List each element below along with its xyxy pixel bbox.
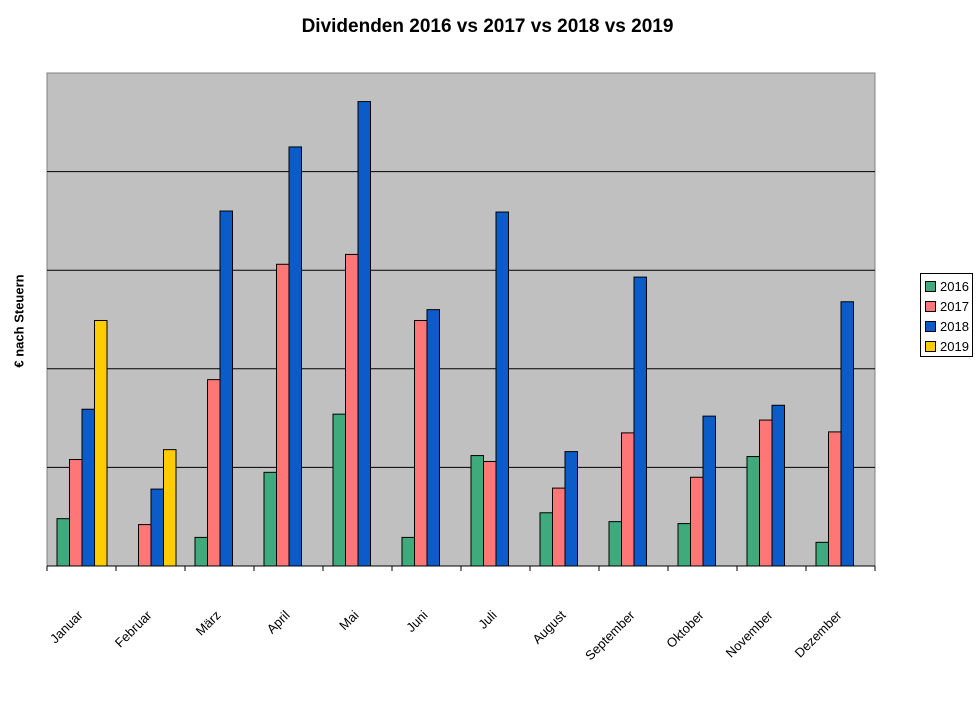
- legend-item-2016: 2016: [925, 276, 972, 296]
- x-tick-label: April: [264, 607, 293, 636]
- plot-area: [46, 72, 876, 567]
- bar-2018-August: [564, 451, 578, 567]
- legend-swatch-2019: [925, 340, 936, 352]
- bar-2017-Mai: [345, 253, 359, 567]
- bar-2016-Mai: [332, 413, 346, 567]
- bar-2018-September: [633, 276, 647, 567]
- bar-2016-Juli: [470, 455, 484, 567]
- bar-2017-Februar: [138, 524, 152, 567]
- bar-2018-November: [771, 404, 785, 567]
- legend-label-2017: 2017: [940, 298, 969, 314]
- x-tick-label: Mai: [336, 607, 361, 632]
- bar-2016-Januar: [56, 518, 70, 567]
- bar-2016-August: [539, 512, 553, 567]
- bar-2017-Juni: [414, 319, 428, 567]
- chart-title: Dividenden 2016 vs 2017 vs 2018 vs 2019: [301, 16, 674, 37]
- bar-2016-November: [746, 456, 760, 567]
- bar-2018-Juni: [426, 309, 440, 567]
- x-tick-label: November: [723, 607, 776, 660]
- legend-item-2017: 2017: [925, 296, 972, 316]
- bar-2018-Mai: [357, 101, 371, 567]
- legend-item-2018: 2018: [925, 316, 972, 336]
- bar-2016-September: [608, 521, 622, 567]
- legend-label-2019: 2019: [940, 338, 969, 354]
- bar-2016-Juni: [401, 536, 415, 567]
- legend-item-2019: 2019: [925, 336, 972, 356]
- bar-2018-Dezember: [840, 301, 854, 567]
- bar-2016-April: [263, 471, 277, 567]
- bar-2018-Februar: [150, 488, 164, 567]
- bar-2017-Januar: [69, 459, 83, 567]
- legend-swatch-2016: [925, 280, 936, 292]
- x-tick-label: Oktober: [663, 607, 707, 651]
- bar-2017-Juli: [483, 460, 497, 567]
- bar-2017-Oktober: [690, 476, 704, 567]
- x-tick-label: Juli: [475, 607, 499, 631]
- x-tick-label: Juni: [403, 607, 431, 635]
- legend: 2016 2017 2018 2019: [920, 273, 973, 357]
- bar-2017-September: [621, 432, 635, 567]
- x-tick-label: August: [529, 607, 568, 646]
- bar-2018-Januar: [81, 408, 95, 567]
- bar-2016-Dezember: [815, 541, 829, 567]
- legend-label-2016: 2016: [940, 278, 969, 294]
- bar-2018-März: [219, 210, 233, 567]
- legend-label-2018: 2018: [940, 318, 969, 334]
- bar-2018-Oktober: [702, 415, 716, 567]
- bar-2018-April: [288, 146, 302, 567]
- bar-2016-Oktober: [677, 523, 691, 567]
- bar-2019-Januar: [94, 319, 108, 567]
- legend-swatch-2017: [925, 300, 936, 312]
- bar-2017-August: [552, 487, 566, 567]
- x-tick-label: September: [582, 607, 638, 663]
- bar-2016-März: [194, 536, 208, 567]
- bar-2018-Juli: [495, 211, 509, 567]
- legend-swatch-2018: [925, 320, 936, 332]
- bar-2017-März: [207, 379, 221, 567]
- x-tick-label: Februar: [112, 607, 155, 650]
- x-tick-label: März: [193, 608, 224, 639]
- x-tick-label: Januar: [47, 607, 86, 646]
- x-tick-label: Dezember: [792, 607, 845, 660]
- bar-2017-April: [276, 263, 290, 567]
- bar-2017-November: [759, 419, 773, 567]
- bar-2019-Februar: [163, 449, 177, 567]
- bar-2017-Dezember: [828, 431, 842, 567]
